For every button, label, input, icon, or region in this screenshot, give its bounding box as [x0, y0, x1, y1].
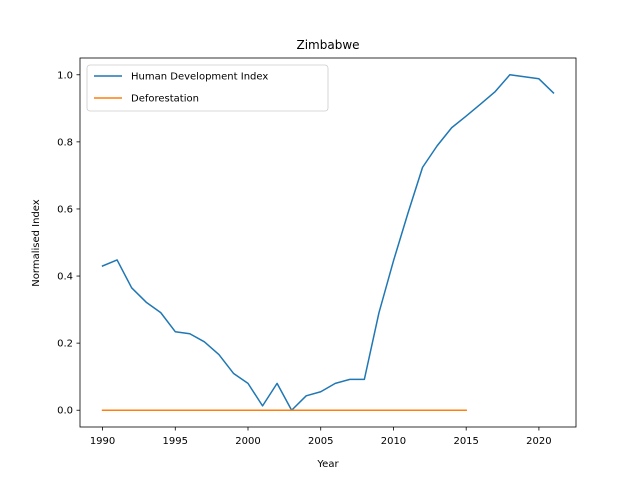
- plot-frame: [79, 57, 577, 428]
- y-tick-label: 0.6: [57, 204, 73, 215]
- x-tick-label: 2015: [453, 436, 478, 447]
- x-tick-label: 2010: [381, 436, 406, 447]
- y-tick-label: 0.4: [57, 272, 73, 283]
- y-tick-label: 0.8: [57, 137, 73, 148]
- chart-title: Zimbabwe: [296, 38, 359, 52]
- x-tick-label: 2005: [308, 436, 333, 447]
- x-tick-label: 2000: [235, 436, 260, 447]
- x-axis: 1990 1995 2000 2005 2010 2015 2020: [90, 427, 552, 447]
- y-tick-label: 0.2: [57, 339, 73, 350]
- x-tick-label: 1990: [90, 436, 115, 447]
- y-tick-label: 1.0: [57, 70, 73, 81]
- series-layer: [101, 74, 555, 411]
- y-axis: 0.0 0.2 0.4 0.6 0.8 1.0: [57, 70, 80, 417]
- series-line-human-development-index: [101, 74, 555, 411]
- x-tick-label: 1995: [163, 436, 188, 447]
- y-tick-label: 0.0: [57, 406, 73, 417]
- y-axis-label: Normalised Index: [31, 199, 42, 286]
- legend-label: Human Development Index: [131, 72, 268, 83]
- x-tick-label: 2020: [526, 436, 551, 447]
- x-axis-label: Year: [316, 459, 339, 470]
- legend-label: Deforestation: [131, 94, 199, 105]
- legend: Human Development Index Deforestation: [86, 64, 329, 112]
- legend-box: [86, 64, 329, 112]
